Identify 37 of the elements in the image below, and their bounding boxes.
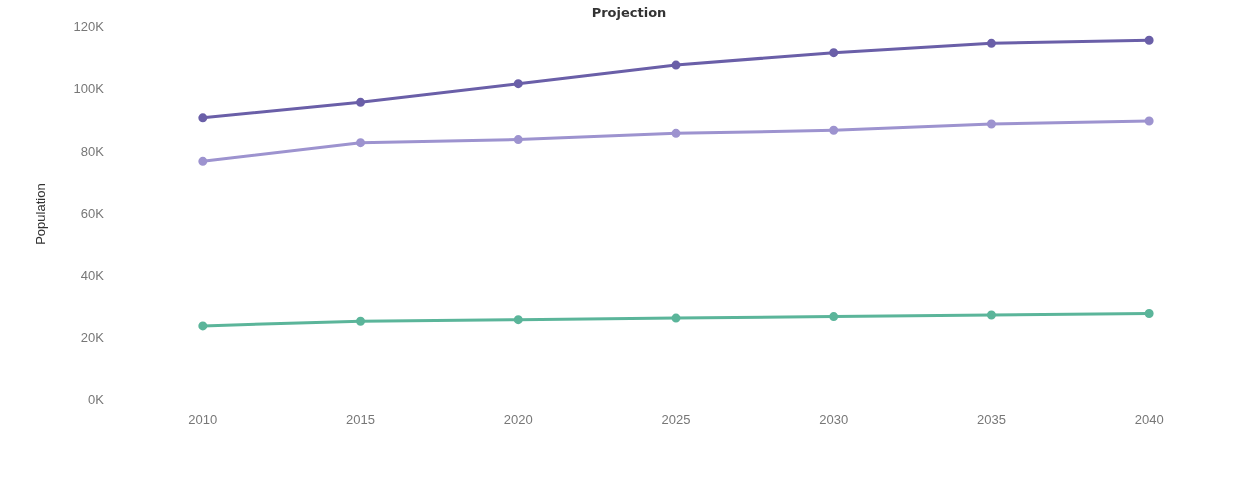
y-tick-label: 0K: [88, 391, 105, 407]
point: [986, 119, 996, 129]
point: [986, 310, 996, 320]
point: [198, 113, 208, 123]
x-tick-label: 2040: [1134, 411, 1164, 427]
x-tick-label: 2035: [976, 411, 1006, 427]
point: [1144, 116, 1154, 126]
x-tick-label: 2030: [819, 411, 849, 427]
point: [198, 156, 208, 166]
y-tick-label: 40K: [80, 267, 105, 283]
point: [356, 138, 366, 148]
x-tick-label: 2015: [346, 411, 375, 427]
point: [986, 38, 996, 48]
point: [513, 315, 523, 325]
point: [671, 313, 681, 323]
point: [198, 321, 208, 331]
point: [356, 316, 366, 326]
x-tick-label: 2010: [188, 411, 218, 427]
chart-title: Projection: [591, 5, 667, 21]
point: [671, 60, 681, 70]
point: [513, 135, 523, 145]
y-tick-label: 100K: [73, 81, 105, 97]
point: [829, 312, 839, 322]
point: [356, 97, 366, 107]
point: [1144, 308, 1154, 318]
y-tick-label: 20K: [80, 329, 105, 345]
y-tick-label: 60K: [80, 205, 105, 221]
x-tick-label: 2020: [503, 411, 533, 427]
point: [513, 79, 523, 89]
y-tick-label: 80K: [80, 143, 105, 159]
point: [1144, 35, 1154, 45]
point: [671, 128, 681, 138]
point: [829, 125, 839, 135]
x-tick-label: 2025: [661, 411, 691, 427]
y-tick-label: 120K: [73, 19, 105, 35]
point: [829, 48, 839, 58]
y-axis-title: Population: [33, 183, 49, 245]
